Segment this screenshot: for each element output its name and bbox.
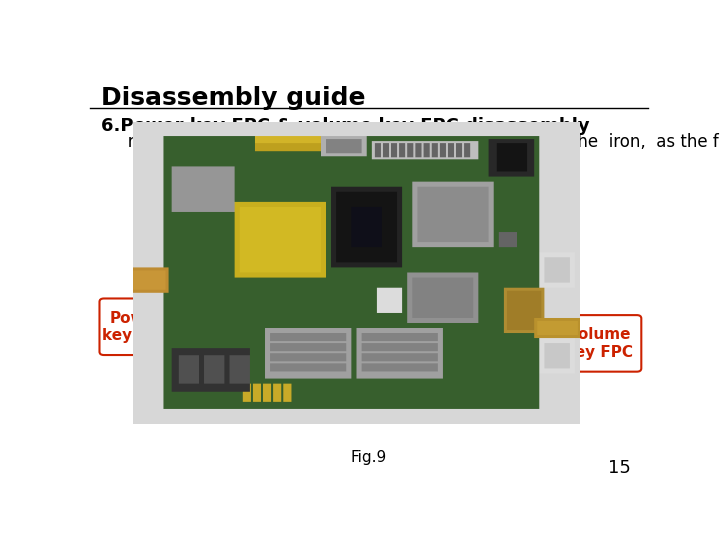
FancyBboxPatch shape [99,299,173,355]
Text: 15: 15 [608,459,631,477]
Text: Fig.9: Fig.9 [351,450,387,465]
Text: remove the power key FPC and volume key FPC with the  iron,  as the fig.9；: remove the power key FPC and volume key … [112,133,720,151]
Text: Volume
key FPC: Volume key FPC [565,327,633,360]
Text: Disassembly guide: Disassembly guide [101,85,366,110]
Text: 6.Power key FPC & volume key FPC disassembly: 6.Power key FPC & volume key FPC disasse… [101,117,590,135]
FancyBboxPatch shape [557,315,642,372]
Text: Power
key FPC: Power key FPC [102,310,170,343]
